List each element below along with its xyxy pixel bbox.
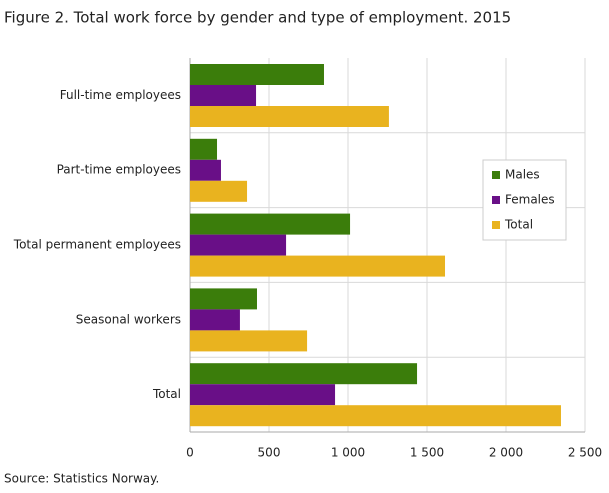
legend-swatch xyxy=(492,221,500,229)
y-tick-label: Total permanent employees xyxy=(13,238,181,252)
bar xyxy=(190,405,561,427)
legend-label: Females xyxy=(505,193,555,207)
y-tick-label: Full-time employees xyxy=(60,88,181,102)
bar xyxy=(190,138,218,160)
bar xyxy=(190,363,418,385)
bar xyxy=(190,234,287,256)
y-tick-label: Seasonal workers xyxy=(76,312,181,326)
legend-label: Total xyxy=(504,218,533,232)
bar xyxy=(190,106,389,127)
chart-title: Figure 2. Total work force by gender and… xyxy=(4,9,511,27)
x-tick-label: 1 500 xyxy=(410,446,444,460)
legend-swatch xyxy=(492,171,500,179)
bar xyxy=(190,384,336,406)
bar xyxy=(190,309,240,331)
source: Source: Statistics Norway. xyxy=(4,472,159,486)
y-tick-label: Total xyxy=(152,387,181,401)
bar xyxy=(190,330,308,352)
bar xyxy=(190,180,248,202)
legend-label: Males xyxy=(505,168,540,182)
y-tick-label: Part-time employees xyxy=(57,163,181,177)
x-tick-label: 1 000 xyxy=(331,446,365,460)
x-tick-label: 0 xyxy=(186,446,194,460)
x-tick-label: 500 xyxy=(258,446,281,460)
x-tick-label: 2 000 xyxy=(489,446,523,460)
bar xyxy=(190,288,257,310)
legend-swatch xyxy=(492,196,500,204)
bar xyxy=(190,159,221,181)
bar xyxy=(190,85,257,106)
bar xyxy=(190,64,324,85)
bar xyxy=(190,255,446,277)
x-tick-label: 2 500 xyxy=(568,446,602,460)
bar xyxy=(190,213,351,235)
